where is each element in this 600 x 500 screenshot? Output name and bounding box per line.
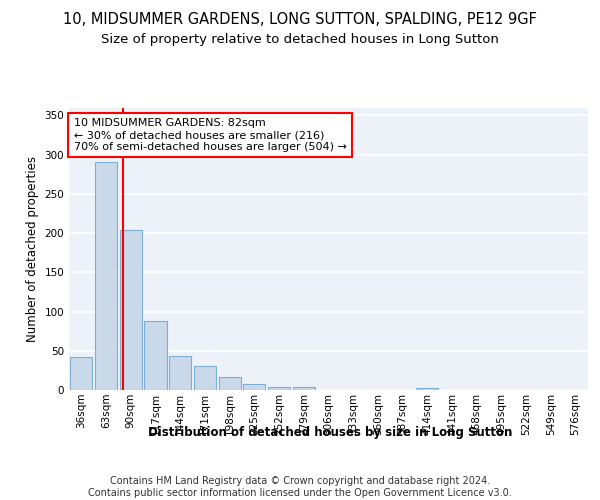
Bar (243, 384, 265, 390)
Bar (169, 356, 191, 390)
Bar (194, 366, 216, 390)
Bar (70, 357, 92, 390)
Text: Distribution of detached houses by size in Long Sutton: Distribution of detached houses by size … (148, 426, 512, 439)
Text: 10 MIDSUMMER GARDENS: 82sqm
← 30% of detached houses are smaller (216)
70% of se: 10 MIDSUMMER GARDENS: 82sqm ← 30% of det… (74, 118, 347, 152)
Bar (416, 388, 439, 390)
Text: Contains HM Land Registry data © Crown copyright and database right 2024.
Contai: Contains HM Land Registry data © Crown c… (88, 476, 512, 498)
Bar (145, 321, 167, 390)
Bar (293, 387, 315, 390)
Text: 10, MIDSUMMER GARDENS, LONG SUTTON, SPALDING, PE12 9GF: 10, MIDSUMMER GARDENS, LONG SUTTON, SPAL… (63, 12, 537, 28)
Text: Size of property relative to detached houses in Long Sutton: Size of property relative to detached ho… (101, 32, 499, 46)
Bar (268, 387, 290, 390)
Bar (119, 230, 142, 390)
Bar (95, 162, 117, 390)
Bar (218, 378, 241, 390)
Y-axis label: Number of detached properties: Number of detached properties (26, 156, 39, 342)
